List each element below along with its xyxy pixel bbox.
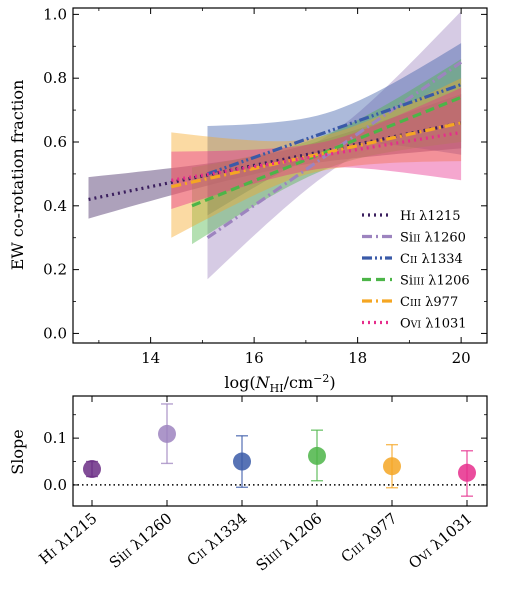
y-tick-label: 0.6 — [43, 133, 67, 151]
category-label: OVI λ1031 — [405, 509, 475, 572]
slope-point — [83, 460, 101, 479]
legend-label: HI λ1215 — [400, 209, 461, 224]
legend-label: SiII λ1260 — [400, 231, 466, 246]
confidence-band — [171, 87, 462, 209]
fit-line — [171, 130, 462, 182]
bottom-y-axis-title: Slope — [8, 429, 27, 474]
category-label: SiII λ1260 — [106, 509, 176, 572]
confidence-band — [171, 78, 462, 238]
y-tick-label: 0.0 — [43, 476, 67, 494]
fit-line — [170, 121, 462, 189]
y-tick-label: 0.2 — [43, 261, 67, 279]
top-x-ticks: 14 16 18 20 — [98, 8, 471, 367]
confidence-band — [88, 94, 462, 219]
slope-point — [458, 463, 476, 482]
slope-point — [308, 446, 326, 465]
fit-line — [191, 95, 462, 208]
top-fit-lines — [88, 60, 463, 240]
legend-label: CIII λ977 — [400, 295, 458, 310]
top-y-ticks: 0.0 0.2 0.4 0.6 0.8 1.0 — [43, 5, 487, 342]
legend: HI λ1215 SiII λ1260 CII λ1334 SiIII λ1206 CI… — [362, 209, 470, 332]
y-tick-label: 0.4 — [43, 197, 67, 215]
bottom-plot-frame — [72, 395, 488, 507]
y-tick-label: 0.1 — [43, 429, 67, 447]
y-tick-label: 0.0 — [43, 324, 67, 342]
slope-point — [383, 457, 401, 476]
top-plot-frame — [72, 7, 488, 344]
confidence-band — [207, 11, 462, 280]
slope-point — [233, 452, 251, 471]
category-label: CII λ1334 — [183, 509, 250, 569]
x-tick-label: 20 — [452, 349, 471, 367]
legend-label: OVI λ1031 — [400, 317, 467, 332]
legend-label: CII λ1334 — [400, 252, 463, 267]
category-label: SiIII λ1206 — [252, 509, 325, 574]
category-label: HI λ1215 — [36, 509, 101, 568]
x-tick-label: 18 — [348, 349, 367, 367]
top-panel: 14 16 18 20 0.0 0.2 0.4 0.6 0.8 1.0 HI λ1215 SiII… — [8, 5, 488, 395]
slope-points — [83, 403, 476, 497]
top-y-axis-title: EW co-rotation fraction — [8, 80, 27, 271]
top-x-axis-title: log(NHI/cm−2) — [224, 372, 335, 395]
y-tick-label: 0.8 — [43, 69, 67, 87]
x-tick-label: 14 — [141, 349, 160, 367]
legend-label: SiIII λ1206 — [400, 274, 470, 289]
slope-point — [158, 424, 176, 443]
fit-line — [207, 83, 462, 176]
bottom-y-ticks: 0.0 0.1 — [43, 414, 487, 494]
x-tick-label: 16 — [245, 349, 264, 367]
category-label: CIII λ977 — [338, 509, 401, 566]
y-tick-label: 1.0 — [43, 5, 67, 23]
